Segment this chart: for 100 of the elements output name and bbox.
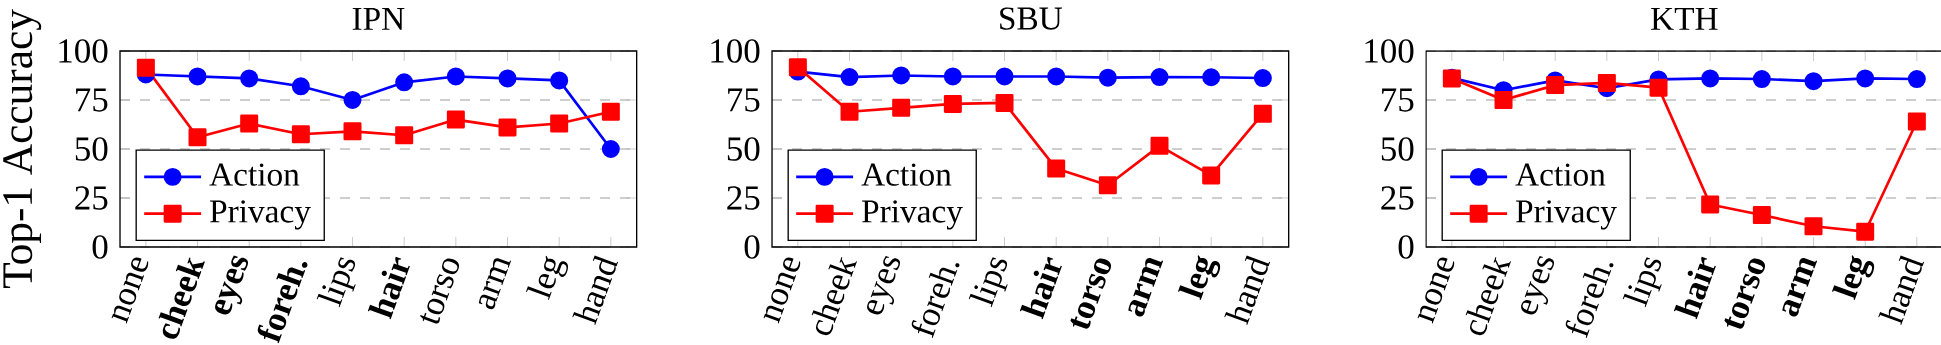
point: [840, 68, 859, 87]
x-tick-label: cheek: [1465, 257, 1511, 336]
x-tick-label: leg: [1831, 255, 1875, 300]
y-tick-label: 25: [75, 186, 108, 210]
y-tick-label: 50: [1381, 137, 1414, 161]
point: [498, 69, 517, 88]
x-tick-label: eyes: [867, 255, 901, 315]
x-tick-label: hand: [572, 255, 619, 325]
point: [943, 94, 962, 113]
point: [1494, 90, 1513, 109]
point: [892, 66, 911, 85]
point: [240, 114, 259, 133]
point: [1047, 159, 1066, 178]
x-tick-label: hand: [1224, 255, 1271, 325]
x-tick-label: hair: [1673, 256, 1716, 320]
y-tick-label: 25: [1381, 186, 1414, 210]
point: [395, 73, 414, 92]
y-tick-label: 0: [92, 235, 108, 259]
point: [550, 71, 569, 90]
point: [446, 67, 465, 86]
point: [1253, 104, 1272, 123]
x-tick-label: cheek: [811, 257, 857, 336]
point: [788, 58, 807, 77]
point: [995, 67, 1014, 86]
point: [1150, 136, 1169, 155]
x-tick-label: cheek: [158, 257, 205, 339]
legend-label: Privacy: [862, 200, 963, 230]
point: [1752, 70, 1771, 89]
y-tick-label: 100: [59, 39, 108, 63]
x-tick-label: arm: [478, 258, 512, 310]
point: [1856, 69, 1875, 88]
x-tick-label: hand: [1878, 255, 1925, 325]
point: [550, 114, 569, 133]
point: [1202, 68, 1221, 87]
x-tick-label: eyes: [1521, 255, 1555, 315]
point: [995, 93, 1014, 112]
x-tick-label: torso: [1070, 258, 1112, 329]
y-tick-label: 75: [728, 88, 760, 112]
y-tick-label: 0: [1398, 235, 1414, 259]
point: [1907, 70, 1926, 89]
x-tick-label: foreh.: [911, 263, 960, 338]
point: [136, 58, 155, 77]
y-tick-label: 50: [75, 137, 108, 161]
x-tick-label: foreh.: [257, 262, 308, 344]
point: [343, 122, 362, 141]
point: [1856, 222, 1875, 241]
x-tick-label: torso: [420, 258, 460, 324]
point: [1150, 68, 1169, 87]
point: [601, 139, 620, 158]
point: [343, 90, 362, 109]
y-tick-label: 75: [1382, 88, 1414, 112]
point: [1804, 217, 1823, 236]
x-tick-label: none: [1417, 257, 1455, 324]
legend-label: Action: [209, 163, 300, 186]
x-tick-label: torso: [1724, 258, 1766, 329]
x-tick-label: leg: [525, 255, 569, 300]
chart-title: KTH: [1651, 7, 1718, 30]
y-tick-label: 100: [1365, 39, 1414, 63]
x-tick-label: arm: [1128, 257, 1164, 317]
point: [1752, 206, 1771, 225]
x-tick-label: leg: [1177, 255, 1221, 300]
point: [1047, 67, 1066, 86]
chart-title: IPN: [352, 7, 405, 30]
point: [1649, 78, 1668, 97]
x-tick-label: foreh.: [1565, 263, 1614, 338]
point: [446, 110, 465, 129]
x-tick-label: none: [111, 257, 149, 324]
x-tick-label: lips: [316, 257, 356, 308]
x-tick-label: eyes: [215, 255, 249, 315]
point: [291, 125, 310, 144]
point: [1098, 176, 1117, 195]
x-tick-label: arm: [1782, 257, 1818, 317]
y-tick-label: 75: [76, 88, 108, 112]
point: [1804, 72, 1823, 91]
point: [1098, 68, 1117, 87]
point: [1701, 195, 1720, 214]
legend-label: Action: [1515, 163, 1606, 186]
point: [395, 126, 414, 145]
point: [840, 102, 859, 121]
point: [240, 69, 259, 88]
point: [291, 77, 310, 96]
x-tick-label: hair: [367, 256, 410, 320]
y-tick-label: 0: [744, 235, 760, 259]
point: [1597, 73, 1616, 92]
y-tick-label: 100: [711, 39, 760, 63]
point: [892, 98, 911, 117]
legend-label: Privacy: [1516, 200, 1617, 230]
point: [1202, 166, 1221, 185]
point: [943, 67, 962, 86]
point: [601, 102, 620, 121]
x-tick-label: lips: [1622, 257, 1662, 308]
y-tick-label: 25: [727, 186, 760, 210]
x-tick-label: lips: [968, 257, 1008, 308]
legend-label: Action: [861, 163, 952, 186]
chart-title: SBU: [1000, 7, 1063, 30]
y-tick-label: 50: [727, 137, 760, 161]
point: [1907, 112, 1926, 131]
legend-label: Privacy: [210, 200, 311, 230]
y-axis-title: Top-1 Accuracy: [3, 9, 42, 289]
point: [1546, 76, 1565, 95]
